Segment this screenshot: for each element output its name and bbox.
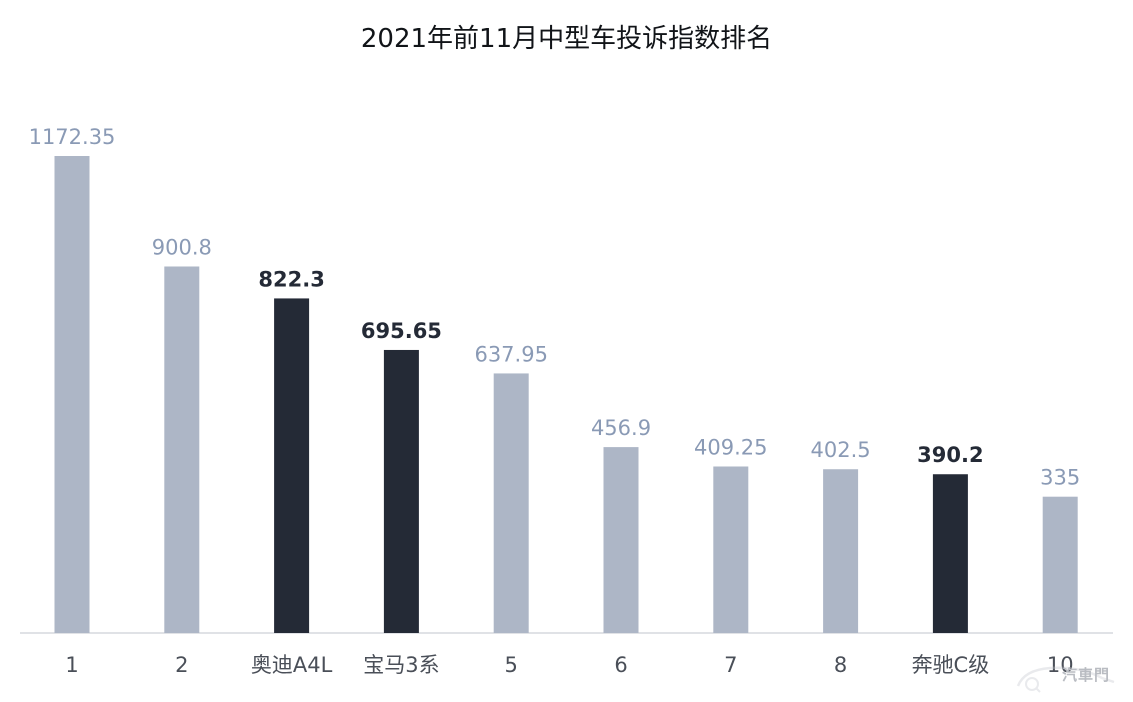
value-label-10: 335	[1040, 466, 1080, 490]
value-label-1: 1172.35	[29, 125, 116, 149]
value-label-4: 695.65	[361, 319, 442, 343]
watermark-text: 汽車門	[1062, 666, 1111, 684]
bar-7	[713, 466, 749, 633]
category-label-7: 7	[724, 653, 737, 677]
value-label-9: 390.2	[917, 443, 983, 467]
category-label-10: 10	[1047, 653, 1074, 677]
bar-1	[54, 156, 90, 633]
bar-3	[274, 298, 310, 633]
category-label-8: 8	[834, 653, 847, 677]
value-label-7: 409.25	[694, 435, 767, 459]
value-label-8: 402.5	[811, 438, 871, 462]
category-label-2: 2	[175, 653, 188, 677]
bar-5	[493, 373, 529, 633]
bar-6	[603, 447, 639, 633]
bar-9	[932, 474, 968, 633]
category-label-9: 奔驰C级	[912, 653, 990, 677]
category-label-5: 5	[505, 653, 518, 677]
bar-8	[823, 469, 859, 633]
bar-2	[164, 266, 200, 633]
category-label-6: 6	[614, 653, 627, 677]
bar-4	[383, 349, 419, 633]
bars-group	[54, 156, 1078, 633]
category-labels-group: 1 2 奥迪A4L 宝马3系 5 6 7 8 奔驰C级 10	[65, 653, 1073, 677]
value-label-5: 637.95	[474, 342, 547, 366]
category-label-1: 1	[65, 653, 78, 677]
value-label-2: 900.8	[152, 235, 212, 259]
value-labels-group: 1172.35 900.8 822.3 695.65 637.95 456.9 409.25…	[29, 125, 1081, 490]
bar-10	[1042, 496, 1078, 633]
category-label-3: 奥迪A4L	[251, 653, 333, 677]
category-label-4: 宝马3系	[363, 653, 439, 677]
chart-title: 2021年前11月中型车投诉指数排名	[360, 24, 773, 54]
value-label-6: 456.9	[591, 416, 651, 440]
car-logo-icon	[1016, 666, 1115, 693]
value-label-3: 822.3	[258, 267, 324, 291]
